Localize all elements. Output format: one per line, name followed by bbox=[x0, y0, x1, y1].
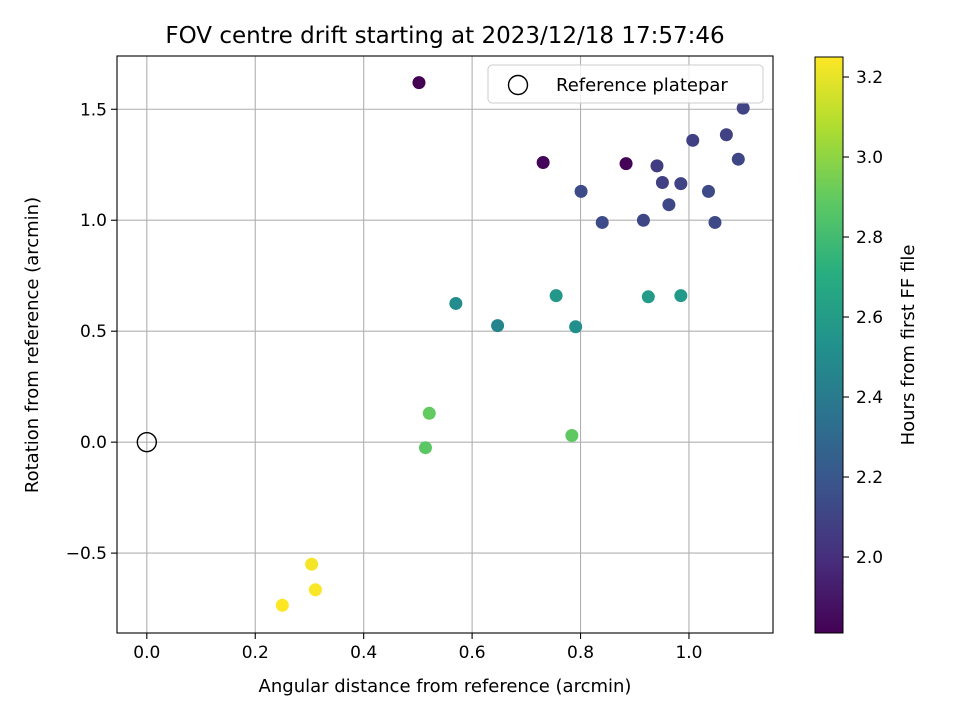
data-point bbox=[536, 156, 550, 170]
data-point bbox=[674, 289, 688, 303]
y-tick-label: 0.5 bbox=[80, 322, 107, 342]
y-tick-label: 1.0 bbox=[80, 211, 107, 231]
data-point bbox=[422, 406, 436, 420]
data-point bbox=[719, 128, 733, 142]
data-point bbox=[731, 152, 745, 166]
data-point bbox=[641, 290, 655, 304]
data-point bbox=[619, 157, 633, 171]
data-point bbox=[305, 557, 319, 571]
data-point bbox=[449, 296, 463, 310]
y-tick-label: 0.0 bbox=[80, 433, 107, 453]
x-tick-label: 0.2 bbox=[242, 643, 269, 663]
legend-box bbox=[487, 64, 764, 104]
colorbar-label: Hours from first FF file bbox=[898, 245, 919, 446]
grid-lines bbox=[117, 56, 773, 633]
y-axis-ticks: −0.5 0.0 0.5 1.0 1.5 bbox=[66, 100, 117, 564]
data-point bbox=[275, 598, 289, 612]
y-axis-label: Rotation from reference (arcmin) bbox=[22, 197, 43, 493]
data-point bbox=[662, 198, 676, 212]
data-point bbox=[565, 428, 579, 442]
x-tick-label: 0.6 bbox=[459, 643, 486, 663]
legend: Reference platepar bbox=[487, 64, 764, 104]
colorbar-gradient bbox=[814, 56, 844, 634]
colorbar-tick-label: 3.2 bbox=[856, 68, 883, 88]
colorbar-tick-label: 2.4 bbox=[856, 388, 883, 408]
data-point bbox=[686, 133, 700, 147]
y-tick-label: −0.5 bbox=[66, 544, 107, 564]
data-point bbox=[595, 215, 609, 229]
y-tick-label: 1.5 bbox=[80, 100, 107, 120]
data-point bbox=[674, 177, 688, 191]
data-point bbox=[549, 289, 563, 303]
colorbar-tick-label: 2.8 bbox=[856, 228, 883, 248]
colorbar-ticks: 2.0 2.2 2.4 2.6 2.8 3.0 3.2 bbox=[843, 68, 883, 568]
data-point bbox=[655, 175, 669, 189]
colorbar-tick-label: 2.2 bbox=[856, 468, 883, 488]
data-point bbox=[418, 441, 432, 455]
data-point bbox=[708, 215, 722, 229]
data-point bbox=[701, 184, 715, 198]
data-point bbox=[636, 213, 650, 227]
x-tick-label: 0.8 bbox=[567, 643, 594, 663]
data-point bbox=[574, 184, 588, 198]
x-tick-label: 1.0 bbox=[675, 643, 702, 663]
data-point bbox=[412, 76, 426, 90]
plot-frame bbox=[116, 55, 774, 634]
colorbar: 2.0 2.2 2.4 2.6 2.8 3.0 3.2 Hours from first F… bbox=[814, 56, 919, 634]
colorbar-tick-label: 3.0 bbox=[856, 148, 883, 168]
data-point bbox=[650, 159, 664, 173]
x-tick-label: 0.4 bbox=[350, 643, 377, 663]
data-points bbox=[275, 76, 750, 612]
legend-open-circle-icon bbox=[507, 74, 529, 96]
reference-platepar-marker bbox=[136, 431, 158, 453]
x-tick-label: 0.0 bbox=[133, 643, 160, 663]
data-point bbox=[308, 583, 322, 597]
data-point bbox=[491, 319, 505, 333]
legend-label: Reference platepar bbox=[556, 75, 728, 96]
data-point bbox=[569, 320, 583, 334]
colorbar-tick-label: 2.0 bbox=[856, 548, 883, 568]
colorbar-tick-label: 2.6 bbox=[856, 308, 883, 328]
data-point bbox=[736, 101, 750, 115]
x-axis-ticks: 0.0 0.2 0.4 0.6 0.8 1.0 bbox=[133, 633, 702, 663]
reference-marker-layer bbox=[136, 431, 158, 453]
x-axis-label: Angular distance from reference (arcmin) bbox=[259, 676, 632, 697]
chart-title: FOV centre drift starting at 2023/12/18 … bbox=[165, 23, 724, 49]
